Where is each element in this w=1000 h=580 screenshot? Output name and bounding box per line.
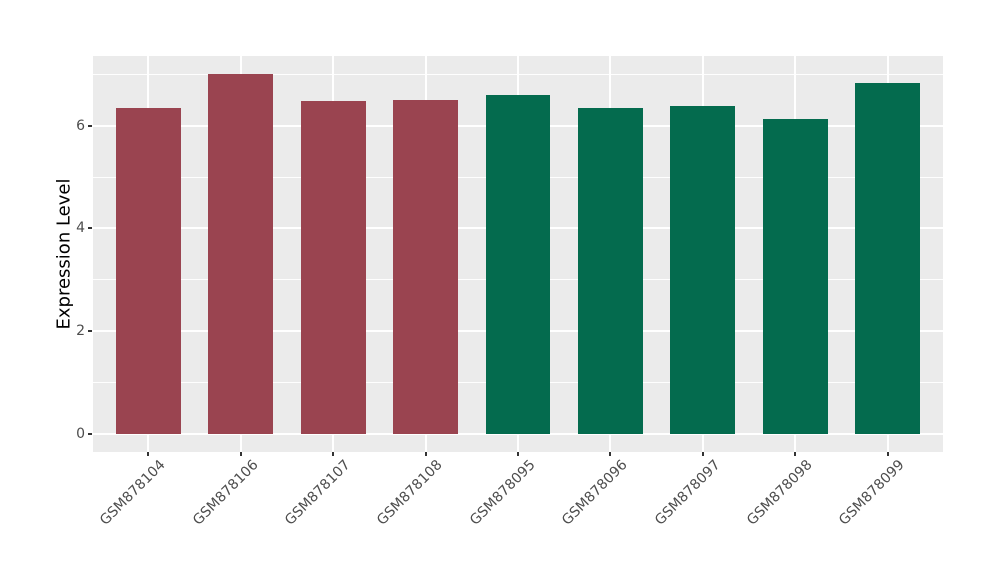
x-tick-mark <box>424 452 427 456</box>
x-tick-mark <box>332 452 335 456</box>
x-tick-label: GSM878104 <box>97 457 169 529</box>
plot-panel <box>93 56 943 452</box>
x-tick-label: GSM878098 <box>743 457 816 529</box>
x-tick-label: GSM878095 <box>466 457 539 529</box>
bar-GSM878098 <box>762 118 828 434</box>
bar-GSM878104 <box>116 108 181 434</box>
y-tick-mark <box>88 227 92 230</box>
bar-GSM878099 <box>855 82 920 434</box>
y-tick-label: 0 <box>76 425 85 442</box>
bar-GSM878097 <box>670 105 736 434</box>
x-tick-label: GSM878107 <box>281 457 354 529</box>
x-tick-label: GSM878097 <box>651 457 724 529</box>
x-tick-mark <box>886 452 889 456</box>
bar-GSM878108 <box>393 99 458 434</box>
y-tick-mark <box>88 432 92 435</box>
x-tick-label: GSM878108 <box>374 457 446 529</box>
bar-GSM878107 <box>300 101 366 434</box>
y-tick-label: 4 <box>76 220 85 237</box>
x-tick-mark <box>239 452 242 456</box>
x-tick-mark <box>609 452 612 456</box>
x-tick-mark <box>701 452 704 456</box>
bar-GSM878106 <box>208 73 274 434</box>
y-tick-mark <box>88 329 92 332</box>
x-tick-mark <box>794 452 797 456</box>
x-tick-mark <box>147 452 150 456</box>
bar-GSM878096 <box>578 108 643 434</box>
y-tick-label: 2 <box>76 322 85 339</box>
x-tick-label: GSM878096 <box>559 457 631 529</box>
x-tick-mark <box>517 452 519 456</box>
y-axis-title: Expression Level <box>53 178 75 330</box>
y-tick-mark <box>88 124 92 127</box>
x-tick-label: GSM878106 <box>189 457 262 529</box>
bar-GSM878095 <box>485 94 551 434</box>
y-tick-label: 6 <box>76 117 85 134</box>
x-tick-label: GSM878099 <box>836 457 908 529</box>
